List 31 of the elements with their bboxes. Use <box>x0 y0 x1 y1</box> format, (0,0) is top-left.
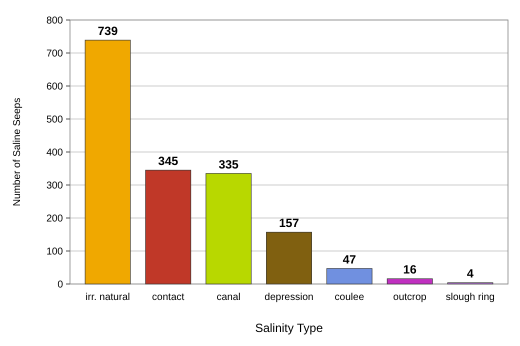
bar <box>386 278 433 284</box>
y-tick-label: 100 <box>46 246 64 258</box>
y-tick-label: 200 <box>46 214 64 224</box>
x-tick-label: slough ring <box>446 292 495 303</box>
y-axis-title: Number of Saline Seeps <box>12 98 23 206</box>
data-label: 4 <box>466 266 474 281</box>
x-tick-label: contact <box>152 292 185 303</box>
y-tick-label: 800 <box>46 16 64 26</box>
bar <box>326 268 372 284</box>
y-tick-label: 300 <box>46 180 64 192</box>
y-tick-label: 700 <box>46 48 64 60</box>
bar <box>145 170 192 284</box>
x-tick-label: coulee <box>334 292 365 303</box>
data-label: 16 <box>403 262 417 277</box>
y-tick-label: 0 <box>57 280 64 290</box>
data-label: 157 <box>278 216 300 230</box>
bar <box>266 232 312 284</box>
x-tick-label: outcrop <box>393 292 427 303</box>
y-tick-label: 500 <box>46 114 64 126</box>
y-tick-label: 400 <box>46 148 64 158</box>
data-label: 335 <box>218 157 239 172</box>
x-tick-label: depression <box>264 292 314 303</box>
bar <box>206 173 252 284</box>
data-label: 739 <box>98 24 118 38</box>
data-label: 345 <box>158 154 179 168</box>
x-axis-title: Salinity Type <box>255 321 324 335</box>
x-tick-label: irr. natural <box>86 292 130 303</box>
y-tick-label: 600 <box>46 82 64 92</box>
x-tick-label: canal <box>216 292 241 303</box>
data-label: 47 <box>342 252 356 266</box>
bar <box>84 40 131 284</box>
